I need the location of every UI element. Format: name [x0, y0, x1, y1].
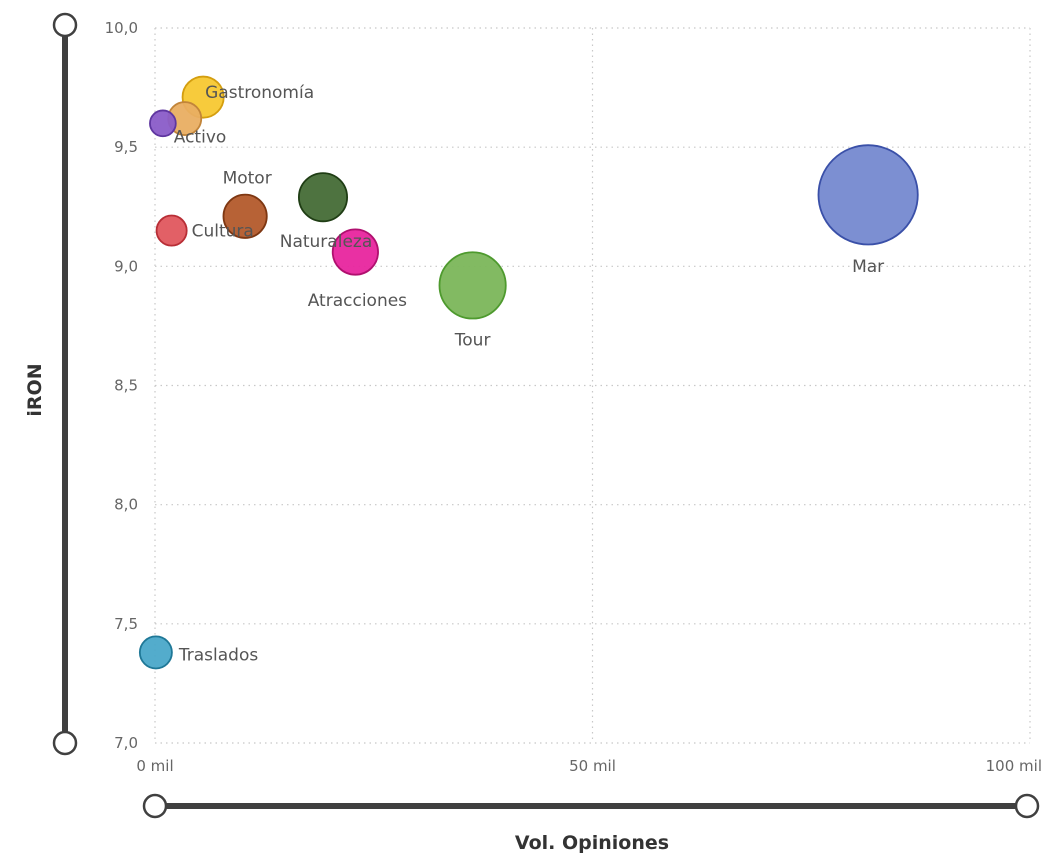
bubble-label: Cultura: [192, 222, 254, 242]
bubble-atracciones[interactable]: [331, 228, 379, 276]
y-tick-label: 9,5: [114, 138, 138, 156]
y-range-slider[interactable]: [52, 12, 78, 756]
x-tick-label: 100 mil: [986, 757, 1042, 775]
y-tick-label: 8,5: [114, 377, 138, 395]
y-tick-label: 7,5: [114, 615, 138, 633]
bubble-traslados[interactable]: [138, 635, 173, 670]
bubble-tour[interactable]: [438, 251, 507, 320]
y-axis-ticks: 10,0 9,5 9,0 8,5 8,0 7,5 7,0: [105, 19, 138, 752]
bubble-label: Naturaleza: [280, 232, 373, 252]
bubble-label: Motor: [223, 168, 272, 188]
bubble-motor[interactable]: [222, 193, 268, 239]
bubble-labels: Mar Tour Naturaleza Atracciones Motor Gastron…: [174, 83, 884, 665]
x-slider-right-handle[interactable]: [1014, 793, 1040, 819]
bubble-label: Activo: [174, 128, 227, 148]
bubble-label: Atracciones: [308, 291, 407, 311]
x-slider-left-handle[interactable]: [142, 793, 168, 819]
bubble-label: Traslados: [178, 645, 258, 665]
x-range-slider[interactable]: [142, 793, 1040, 819]
x-axis-ticks: 0 mil 50 mil 100 mil: [136, 757, 1042, 775]
x-tick-label: 0 mil: [136, 757, 173, 775]
y-tick-label: 10,0: [105, 19, 138, 37]
bubble-label: Gastronomía: [205, 83, 314, 103]
y-tick-label: 8,0: [114, 496, 138, 514]
x-tick-label: 50 mil: [569, 757, 616, 775]
bubble-label: Tour: [454, 330, 491, 350]
bubble-naturaleza[interactable]: [298, 172, 348, 223]
bubbles: [138, 75, 919, 670]
x-axis-title: Vol. Opiniones: [515, 832, 669, 854]
y-slider-top-handle[interactable]: [52, 12, 78, 38]
y-slider-bottom-handle[interactable]: [52, 730, 78, 756]
grid-lines: [154, 27, 1031, 744]
bubble-unlabeled[interactable]: [149, 109, 177, 138]
bubble-label: Mar: [852, 257, 884, 277]
bubble-mar[interactable]: [817, 144, 919, 246]
bubble-cultura[interactable]: [155, 214, 188, 247]
y-axis-title: iRON: [24, 363, 46, 416]
y-tick-label: 7,0: [114, 734, 138, 752]
y-tick-label: 9,0: [114, 257, 138, 275]
